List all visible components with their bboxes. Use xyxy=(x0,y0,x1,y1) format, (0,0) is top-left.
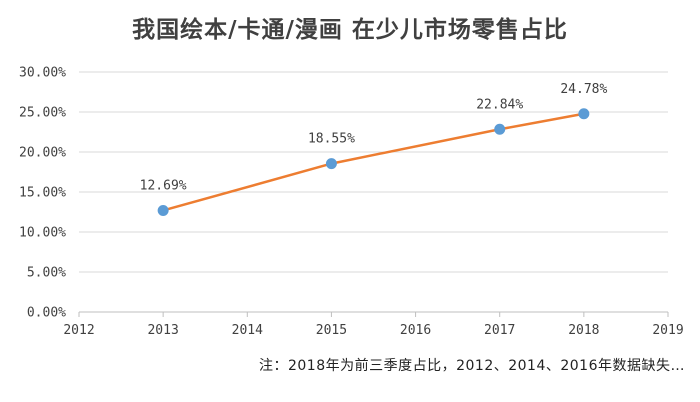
chart-title: 我国绘本/卡通/漫画 在少儿市场零售占比 xyxy=(132,17,568,43)
data-point xyxy=(578,108,590,120)
data-labels: 12.69% 18.55% 22.84% 24.78% xyxy=(140,82,608,194)
y-tick-label: 10.00% xyxy=(19,226,66,241)
x-tick-label: 2012 xyxy=(63,323,94,338)
data-point xyxy=(494,123,506,135)
y-axis: 0.00% 5.00% 10.00% 15.00% 20.00% 25.00% 30.00% xyxy=(19,66,66,321)
x-tick-label: 2013 xyxy=(147,323,178,338)
data-point xyxy=(325,158,337,170)
x-tick-label: 2017 xyxy=(484,323,515,338)
x-tick-label: 2019 xyxy=(652,323,683,338)
x-tick-label: 2015 xyxy=(316,323,347,338)
series-line-path xyxy=(161,112,586,212)
data-points xyxy=(157,108,590,216)
x-tick-label: 2016 xyxy=(400,323,431,338)
y-tick-label: 15.00% xyxy=(19,186,66,201)
y-tick-label: 20.00% xyxy=(19,146,66,161)
data-point xyxy=(157,204,169,216)
data-label: 18.55% xyxy=(308,132,355,147)
x-tick-label: 2014 xyxy=(232,323,263,338)
data-label: 12.69% xyxy=(140,178,187,193)
y-tick-label: 25.00% xyxy=(19,106,66,121)
x-axis: 2012 2013 2014 2015 2016 2017 2018 2019 xyxy=(63,312,684,338)
y-tick-label: 0.00% xyxy=(27,306,66,321)
chart-footnote: 注：2018年为前三季度占比，2012、2014、2016年数据缺失… xyxy=(258,358,685,374)
y-tick-label: 5.00% xyxy=(27,266,66,281)
y-tick-label: 30.00% xyxy=(19,66,66,81)
data-label: 22.84% xyxy=(476,97,523,112)
gridlines xyxy=(79,71,668,313)
series-line xyxy=(161,112,586,212)
data-label: 24.78% xyxy=(560,82,607,97)
x-tick-label: 2018 xyxy=(568,323,599,338)
